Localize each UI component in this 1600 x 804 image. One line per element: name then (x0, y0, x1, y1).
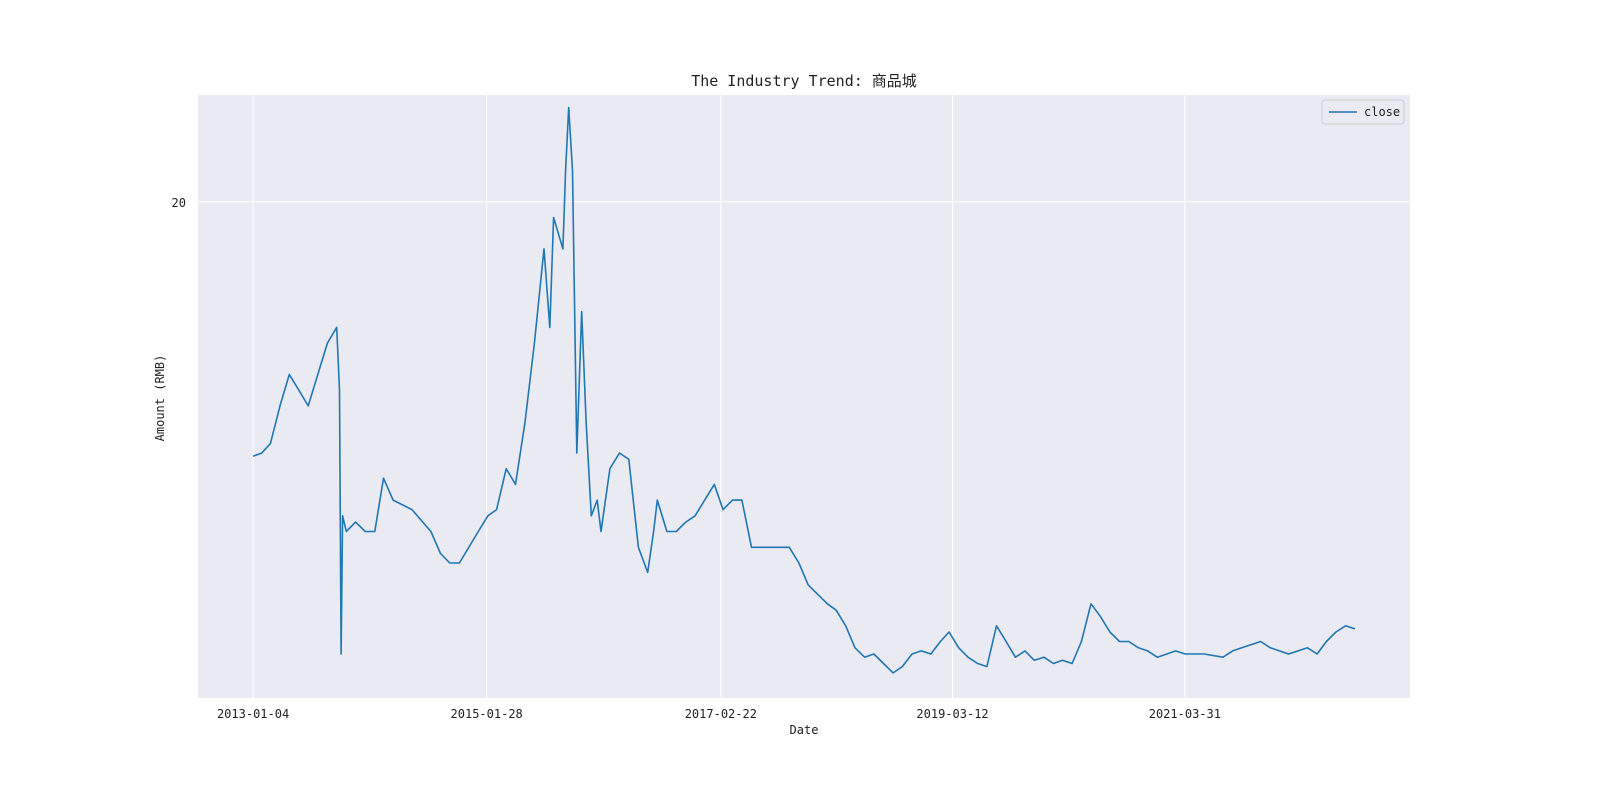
plot-area (198, 95, 1410, 698)
x-axis-label: Date (790, 723, 819, 737)
legend-label-close: close (1364, 105, 1400, 119)
x-tick-label: 2013-01-04 (217, 707, 289, 721)
x-gridlines (252, 95, 1419, 698)
legend: close (1321, 99, 1405, 125)
x-tick-label: 2019-03-12 (916, 707, 988, 721)
chart-title: The Industry Trend: 商品城 (691, 72, 917, 90)
x-tick-label: 2015-01-28 (451, 707, 523, 721)
x-tick-label: 2021-03-31 (1149, 707, 1221, 721)
x-tick-labels: 2013-01-04 2015-01-28 2017-02-22 2019-03-12… (217, 707, 1221, 721)
y-tick-label: 20 (172, 196, 186, 210)
y-tick-labels: 20 (172, 196, 186, 210)
legend-box (1321, 99, 1405, 125)
series-line-close (252, 106, 1356, 674)
x-tick-label: 2017-02-22 (685, 707, 757, 721)
y-axis-label: Amount (RMB) (153, 355, 167, 442)
